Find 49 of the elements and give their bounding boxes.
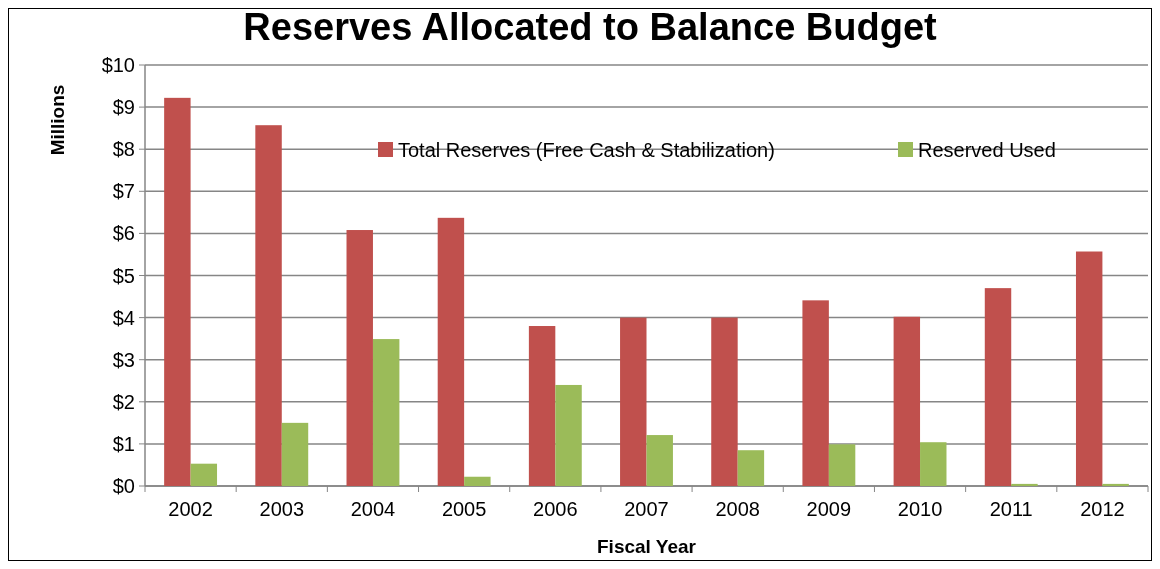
x-tick-label: 2003 bbox=[259, 498, 305, 520]
bar bbox=[737, 450, 765, 486]
bar bbox=[802, 300, 829, 486]
bar bbox=[828, 444, 856, 486]
x-axis-title: Fiscal Year bbox=[597, 536, 697, 557]
y-tick-label: $2 bbox=[112, 390, 135, 413]
legend-label: Total Reserves (Free Cash & Stabilization) bbox=[398, 139, 775, 161]
x-tick-label: 2010 bbox=[897, 498, 943, 520]
x-tick-label: 2008 bbox=[715, 498, 760, 520]
bar bbox=[620, 317, 647, 486]
x-tick-label: 2004 bbox=[350, 498, 396, 520]
y-tick-label: $7 bbox=[112, 180, 135, 203]
y-tick-label: $0 bbox=[112, 475, 135, 497]
x-tick-label: 2007 bbox=[624, 498, 669, 520]
bar bbox=[372, 339, 400, 486]
legend-label: Reserved Used bbox=[918, 139, 1056, 161]
y-tick-label: $3 bbox=[112, 348, 135, 371]
y-tick-label: $6 bbox=[112, 222, 135, 245]
bar bbox=[528, 326, 556, 486]
bar bbox=[920, 442, 947, 486]
bar bbox=[1011, 483, 1038, 486]
y-tick-label: $8 bbox=[112, 138, 135, 161]
bar bbox=[984, 288, 1012, 486]
bar bbox=[190, 463, 218, 486]
y-tick-label: $10 bbox=[101, 54, 135, 76]
y-tick-label: $5 bbox=[112, 264, 135, 287]
x-tick-label: 2009 bbox=[806, 498, 852, 520]
x-tick-label: 2005 bbox=[441, 498, 487, 520]
chart-title: Reserves Allocated to Balance Budget bbox=[243, 6, 938, 48]
x-tick-label: 2002 bbox=[168, 498, 213, 520]
bar bbox=[464, 476, 491, 486]
x-tick-label: 2012 bbox=[1080, 498, 1125, 520]
bar bbox=[164, 97, 191, 486]
bar bbox=[437, 217, 465, 486]
y-tick-label: $1 bbox=[112, 432, 135, 455]
y-tick-label: $4 bbox=[112, 306, 135, 329]
bar bbox=[555, 384, 582, 486]
bar bbox=[346, 230, 373, 486]
bar bbox=[1102, 483, 1129, 486]
x-tick-label: 2011 bbox=[989, 498, 1033, 520]
bar bbox=[893, 316, 921, 486]
x-tick-label: 2006 bbox=[533, 498, 578, 520]
bar bbox=[1075, 251, 1103, 486]
y-axis-title: Millions bbox=[47, 84, 68, 156]
bar bbox=[255, 125, 282, 486]
y-tick-label: $9 bbox=[112, 96, 135, 119]
bar bbox=[646, 435, 673, 486]
bar bbox=[281, 422, 309, 486]
bar bbox=[711, 317, 738, 486]
